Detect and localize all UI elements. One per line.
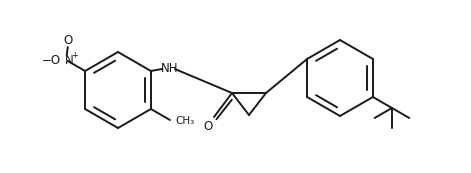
Text: N: N: [65, 53, 73, 66]
Text: O: O: [63, 34, 73, 47]
Text: O: O: [203, 121, 212, 134]
Text: −O: −O: [42, 53, 61, 66]
Text: CH₃: CH₃: [175, 116, 194, 126]
Text: +: +: [71, 51, 78, 60]
Text: NH: NH: [161, 61, 179, 75]
